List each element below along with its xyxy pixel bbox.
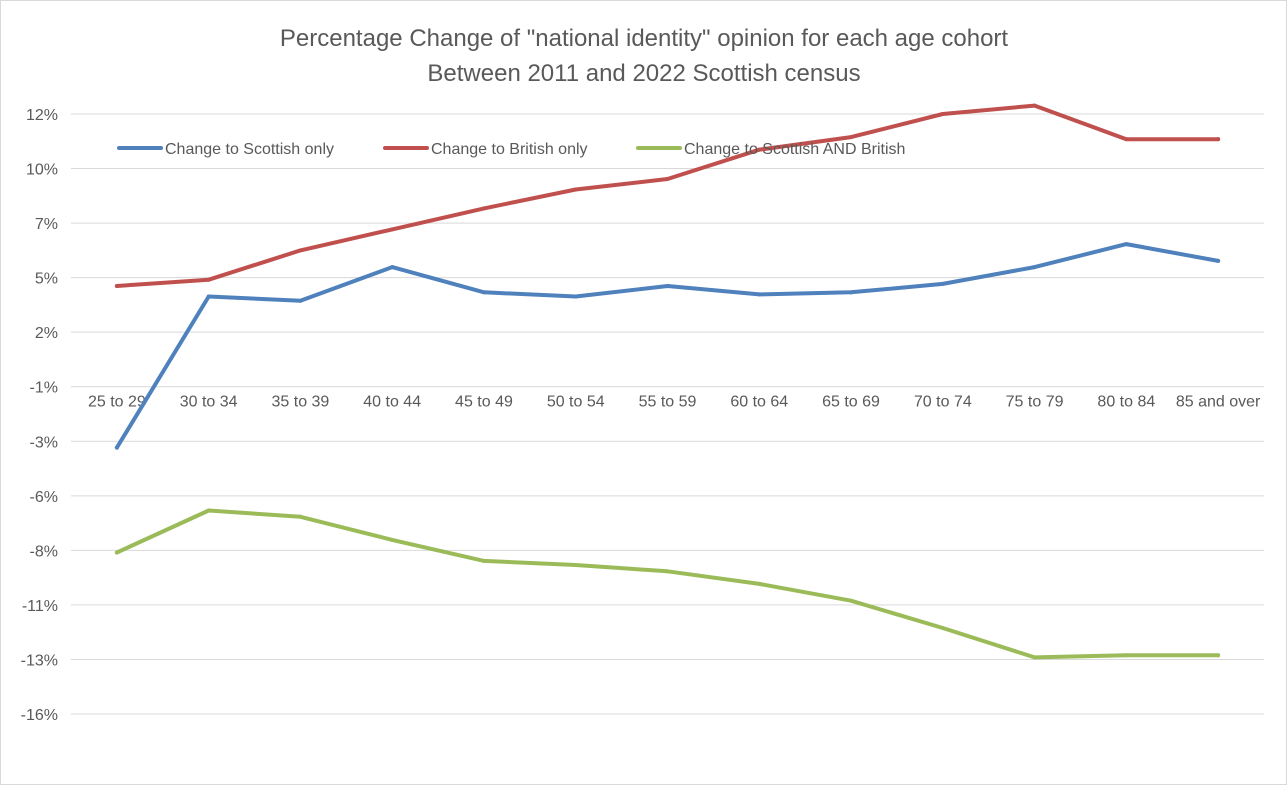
- series-line: [114, 103, 1221, 288]
- data-point: [1032, 103, 1037, 108]
- gridlines: [71, 113, 1264, 715]
- data-point: [1216, 258, 1221, 263]
- data-point: [665, 569, 670, 574]
- x-tick-label: 45 to 49: [455, 394, 513, 411]
- data-point: [573, 563, 578, 568]
- data-point: [390, 265, 395, 270]
- data-point: [206, 277, 211, 282]
- data-point: [573, 294, 578, 299]
- x-tick-label: 75 to 79: [1006, 394, 1064, 411]
- x-tick-label: 40 to 44: [363, 394, 421, 411]
- series-line: [114, 242, 1221, 450]
- x-axis-ticks: 25 to 29 30 to 34 35 to 39 40 to 44 45 to 49…: [88, 394, 1261, 411]
- y-tick-label: 7%: [35, 216, 58, 233]
- data-point: [114, 445, 119, 450]
- x-tick-label: 65 to 69: [822, 394, 880, 411]
- data-point: [757, 292, 762, 297]
- data-point: [298, 298, 303, 303]
- legend-label: Change to British only: [431, 141, 588, 158]
- data-point: [206, 508, 211, 513]
- data-point: [206, 294, 211, 299]
- data-point: [940, 625, 945, 630]
- data-point: [1216, 137, 1221, 142]
- data-point: [481, 290, 486, 295]
- x-tick-label: 60 to 64: [730, 394, 788, 411]
- x-tick-label: 85 and over: [1176, 394, 1261, 411]
- data-point: [665, 284, 670, 289]
- y-tick-label: 2%: [35, 325, 58, 342]
- x-tick-label: 30 to 34: [180, 394, 238, 411]
- legend-label: Change to Scottish AND British: [684, 141, 905, 158]
- data-point: [757, 147, 762, 152]
- x-tick-label: 55 to 59: [639, 394, 697, 411]
- x-tick-label: 25 to 29: [88, 394, 146, 411]
- data-point: [849, 135, 854, 140]
- data-point: [573, 187, 578, 192]
- y-tick-label: 5%: [35, 271, 58, 288]
- data-point: [1124, 653, 1129, 658]
- data-point: [1124, 242, 1129, 247]
- data-point: [390, 227, 395, 232]
- series-lines: [114, 103, 1221, 660]
- y-tick-label: -3%: [30, 434, 58, 451]
- data-point: [849, 598, 854, 603]
- y-tick-label: -13%: [21, 652, 58, 669]
- data-point: [665, 177, 670, 182]
- y-tick-label: -6%: [30, 489, 58, 506]
- data-point: [1216, 653, 1221, 658]
- data-point: [849, 290, 854, 295]
- data-point: [757, 581, 762, 586]
- data-point: [481, 558, 486, 563]
- data-point: [114, 284, 119, 289]
- x-tick-label: 50 to 54: [547, 394, 605, 411]
- y-tick-label: -11%: [22, 598, 58, 615]
- legend-label: Change to Scottish only: [165, 141, 334, 158]
- y-axis-ticks: 12% 10% 7% 5% 2% -1% -3% -6% -8% -11% -13% -16%: [21, 107, 58, 724]
- chart-subtitle: Between 2011 and 2022 Scottish census: [427, 60, 860, 87]
- data-point: [940, 112, 945, 116]
- y-tick-label: 10%: [26, 162, 58, 179]
- y-tick-label: 12%: [26, 107, 58, 124]
- data-point: [390, 537, 395, 542]
- data-point: [1124, 137, 1129, 142]
- x-tick-label: 35 to 39: [272, 394, 330, 411]
- data-point: [1032, 655, 1037, 660]
- data-point: [298, 248, 303, 253]
- series-line: [114, 508, 1221, 660]
- data-point: [1032, 265, 1037, 270]
- legend: Change to Scottish only Change to British…: [117, 141, 905, 158]
- x-tick-label: 70 to 74: [914, 394, 972, 411]
- data-point: [940, 281, 945, 286]
- x-tick-label: 80 to 84: [1097, 394, 1155, 411]
- y-tick-label: -8%: [30, 543, 58, 560]
- data-point: [298, 514, 303, 519]
- data-point: [114, 550, 119, 555]
- data-point: [481, 206, 486, 211]
- y-tick-label: -1%: [30, 380, 58, 397]
- chart-title: Percentage Change of "national identity"…: [280, 25, 1009, 52]
- y-tick-label: -16%: [21, 707, 58, 724]
